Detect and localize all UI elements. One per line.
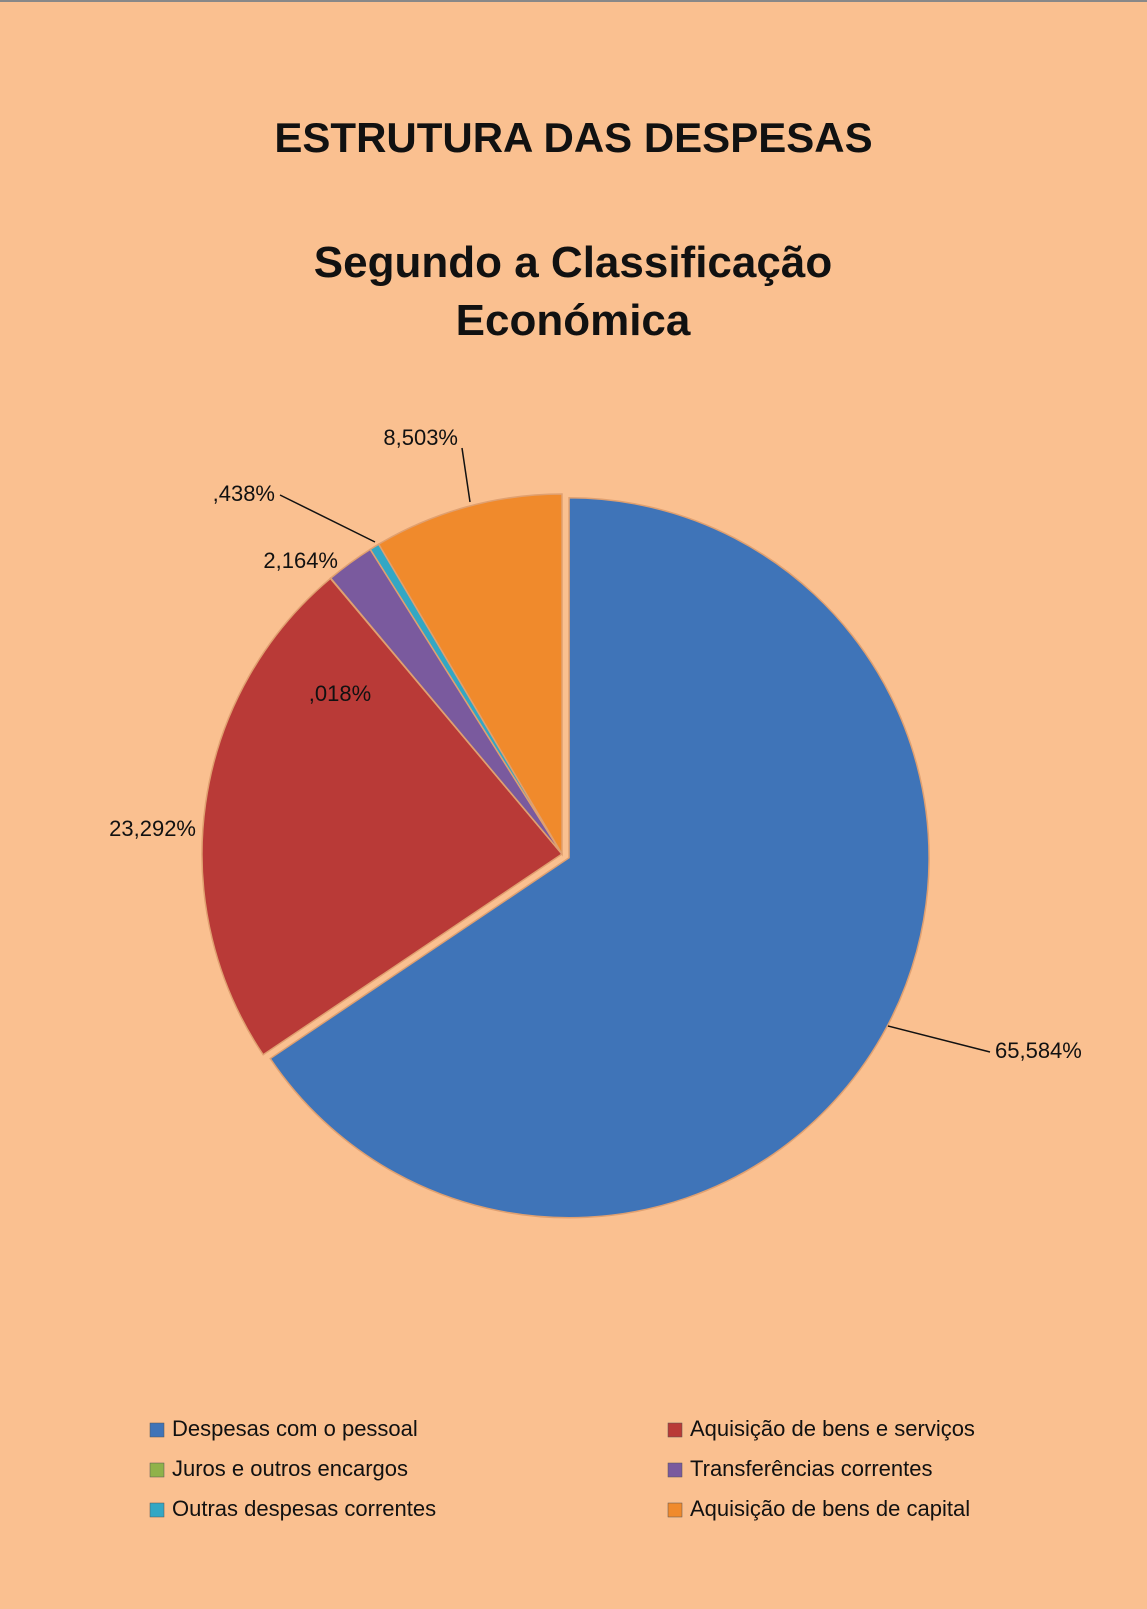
legend-label: Despesas com o pessoal bbox=[172, 1416, 418, 1441]
legend-swatch bbox=[667, 1502, 683, 1518]
data-label: ,438% bbox=[213, 481, 275, 506]
legend-swatch bbox=[149, 1502, 165, 1518]
chart-subtitle: Segundo a Classificação Económica bbox=[313, 238, 833, 345]
legend-swatch bbox=[667, 1422, 683, 1438]
legend-label: Aquisição de bens de capital bbox=[690, 1496, 970, 1521]
leader-line bbox=[461, 447, 471, 503]
pie-slice bbox=[377, 493, 563, 857]
data-label: 2,164% bbox=[263, 548, 338, 573]
leader-line bbox=[887, 1025, 991, 1053]
legend-label: Outras despesas correntes bbox=[172, 1496, 436, 1521]
data-label: 23,292% bbox=[109, 816, 196, 841]
pie-slice bbox=[269, 497, 930, 1219]
leader-line bbox=[279, 494, 376, 543]
legend-swatch bbox=[149, 1422, 165, 1438]
data-label: 65,584% bbox=[995, 1038, 1082, 1063]
legend-label: Aquisição de bens e serviços bbox=[690, 1416, 975, 1441]
legend-label: Juros e outros encargos bbox=[172, 1456, 408, 1481]
data-label: 8,503% bbox=[383, 425, 458, 450]
legend-swatch bbox=[667, 1462, 683, 1478]
legend-swatch bbox=[149, 1462, 165, 1478]
data-label: ,018% bbox=[309, 681, 371, 706]
chart-title: ESTRUTURA DAS DESPESAS bbox=[274, 114, 873, 161]
pie-slice bbox=[201, 577, 564, 1056]
legend-label: Transferências correntes bbox=[690, 1456, 933, 1481]
